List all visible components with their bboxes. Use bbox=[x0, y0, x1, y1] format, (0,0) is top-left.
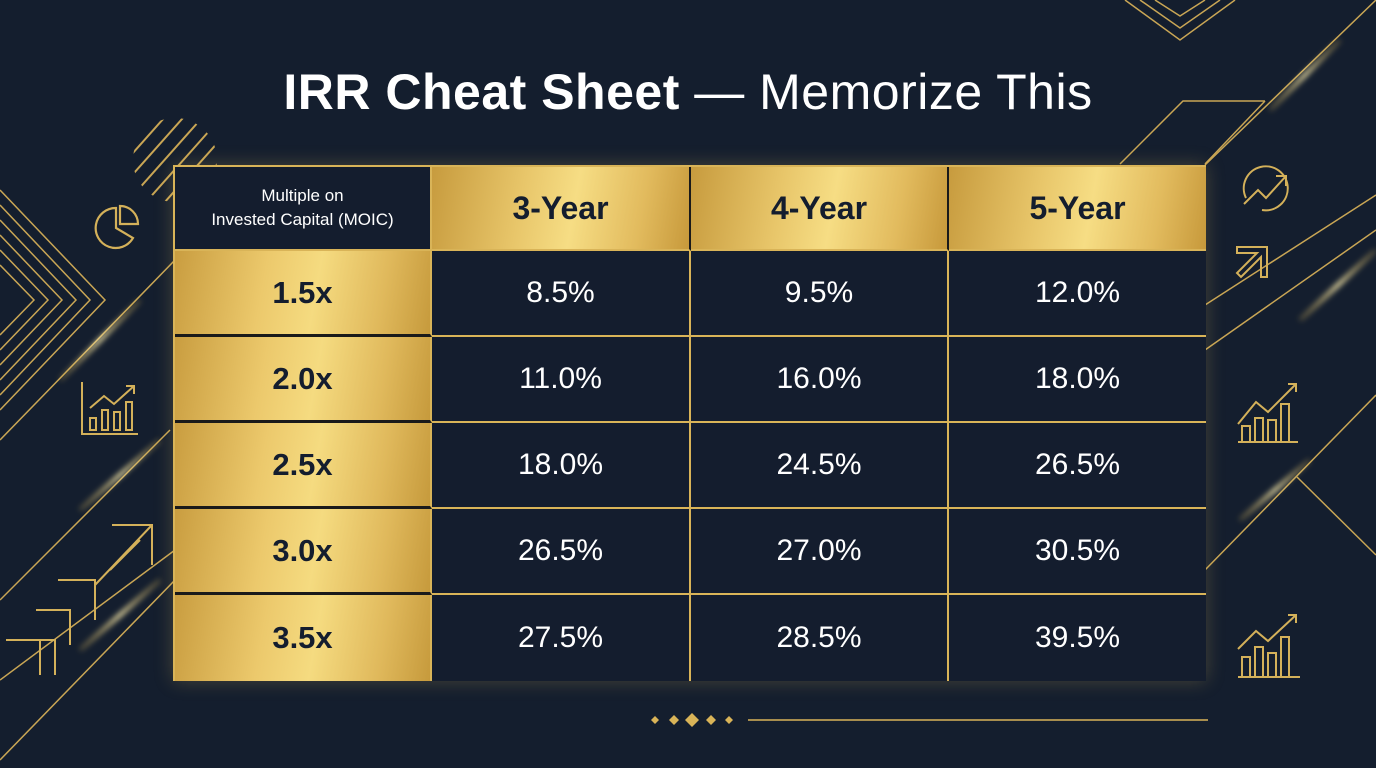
irr-table: Multiple on Invested Capital (MOIC) 3-Ye… bbox=[173, 165, 1206, 681]
irr-cell: 26.5% bbox=[949, 423, 1206, 509]
row-header-moic: 2.5x bbox=[175, 423, 432, 509]
arrow-up-right-icon bbox=[1235, 246, 1268, 279]
pie-chart-icon bbox=[94, 204, 140, 250]
top-right-outline bbox=[1119, 0, 1266, 165]
row-header-moic: 1.5x bbox=[175, 251, 432, 337]
bar-chart-growth-icon bbox=[81, 382, 138, 435]
title-separator: — bbox=[679, 64, 760, 120]
irr-cell: 18.0% bbox=[432, 423, 691, 509]
irr-cell: 11.0% bbox=[432, 337, 691, 423]
title-bold: IRR Cheat Sheet bbox=[283, 64, 680, 120]
irr-cell: 27.0% bbox=[691, 509, 949, 595]
column-header-5-year: 5-Year bbox=[949, 167, 1206, 251]
irr-cell: 26.5% bbox=[432, 509, 691, 595]
bar-chart-growth-icon-right-1 bbox=[1237, 383, 1298, 443]
row-header-moic: 3.5x bbox=[175, 595, 432, 681]
irr-cell: 30.5% bbox=[949, 509, 1206, 595]
trend-circle-icon bbox=[1242, 165, 1289, 212]
page-title: IRR Cheat Sheet — Memorize This bbox=[0, 62, 1376, 122]
irr-cell: 9.5% bbox=[691, 251, 949, 337]
row-header-moic: 2.0x bbox=[175, 337, 432, 423]
irr-cell: 12.0% bbox=[949, 251, 1206, 337]
moic-header-line2: Invested Capital (MOIC) bbox=[211, 210, 394, 229]
title-light: Memorize This bbox=[759, 64, 1093, 120]
irr-cell: 8.5% bbox=[432, 251, 691, 337]
irr-cell: 39.5% bbox=[949, 595, 1206, 681]
column-header-4-year: 4-Year bbox=[691, 167, 949, 251]
irr-cell: 27.5% bbox=[432, 595, 691, 681]
irr-cell: 18.0% bbox=[949, 337, 1206, 423]
column-header-3-year: 3-Year bbox=[432, 167, 691, 251]
left-chevron-lines bbox=[0, 189, 107, 411]
moic-column-header: Multiple on Invested Capital (MOIC) bbox=[175, 167, 432, 251]
moic-header-line1: Multiple on bbox=[261, 186, 344, 205]
irr-cell: 24.5% bbox=[691, 423, 949, 509]
footer-divider-ornament bbox=[651, 713, 1208, 727]
chevron-arrows-icon bbox=[6, 524, 153, 675]
bar-chart-growth-icon-right-2 bbox=[1237, 614, 1300, 678]
irr-cell: 16.0% bbox=[691, 337, 949, 423]
irr-cell: 28.5% bbox=[691, 595, 949, 681]
row-header-moic: 3.0x bbox=[175, 509, 432, 595]
